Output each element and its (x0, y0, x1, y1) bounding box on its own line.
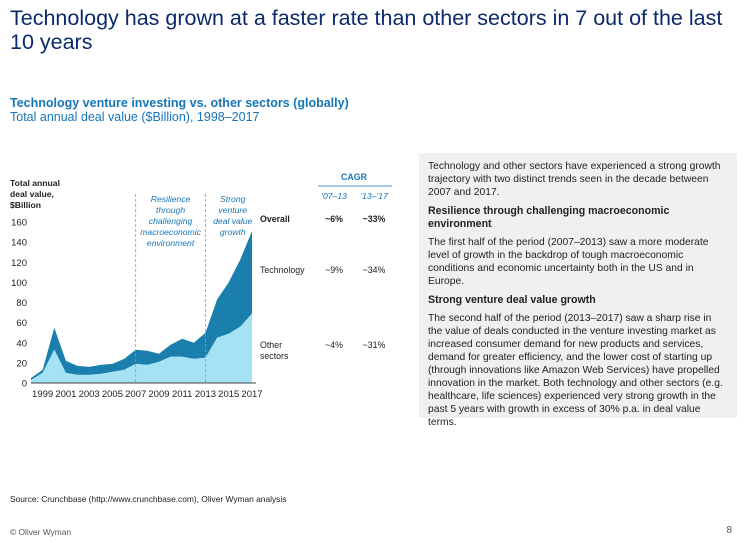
y-axis-title: $Billion (10, 200, 41, 210)
x-tick-label: 1999 (32, 389, 53, 400)
panel-section2-body: The second half of the period (2013–2017… (428, 313, 723, 428)
cagr-value: ~4% (325, 340, 343, 350)
period-label: deal value (213, 216, 252, 226)
period-label: challenging (149, 216, 193, 226)
chart-subheading: Total annual deal value ($Billion), 1998… (10, 110, 260, 124)
y-tick-label: 20 (16, 358, 27, 369)
technology-area (31, 231, 252, 380)
panel-section1-heading: Resilience through challenging macroecon… (428, 205, 670, 230)
panel-section2-heading: Strong venture deal value growth (428, 294, 596, 306)
period-label: macroeconomic (140, 227, 201, 237)
cagr-row-label: Technology (260, 265, 305, 275)
cagr-column-label: ’13–’17 (360, 191, 389, 201)
page-title: Technology has grown at a faster rate th… (10, 6, 723, 54)
period-label: Strong (220, 194, 246, 204)
x-tick-label: 2005 (102, 389, 123, 400)
x-tick-label: 2017 (241, 389, 262, 400)
period-label: through (156, 205, 185, 215)
y-axis-title: Total annual (10, 178, 60, 188)
commentary-panel: Technology and other sectors have experi… (419, 153, 737, 428)
cagr-header: CAGR (341, 172, 368, 182)
cagr-row-label: Other (260, 340, 282, 350)
cagr-value: ~34% (363, 265, 386, 275)
panel-section1-body: The first half of the period (2007–2013)… (428, 237, 709, 287)
y-tick-label: 100 (11, 278, 27, 289)
x-tick-label: 2007 (125, 389, 146, 400)
cagr-value: ~31% (363, 340, 386, 350)
cagr-value: ~33% (363, 214, 386, 224)
y-tick-label: 60 (16, 318, 27, 329)
y-tick-label: 140 (11, 238, 27, 249)
x-tick-label: 2015 (218, 389, 239, 400)
y-tick-label: 0 (22, 379, 27, 390)
page-number: 8 (726, 525, 732, 536)
period-label: venture (218, 205, 247, 215)
copyright: © Oliver Wyman (10, 527, 72, 537)
panel-intro: Technology and other sectors have experi… (428, 161, 721, 198)
cagr-row-label: Overall (260, 214, 290, 224)
period-label: environment (147, 238, 195, 248)
x-tick-label: 2011 (172, 389, 192, 400)
y-tick-label: 40 (16, 338, 27, 349)
x-tick-label: 2013 (195, 389, 216, 400)
y-tick-label: 120 (11, 258, 27, 269)
period-label: growth (220, 227, 246, 237)
cagr-value: ~9% (325, 265, 343, 275)
y-tick-label: 160 (11, 218, 27, 229)
x-tick-label: 2009 (148, 389, 169, 400)
source-note: Source: Crunchbase (http://www.crunchbas… (10, 494, 287, 504)
period-label: Resilience (151, 194, 191, 204)
y-axis-title: deal value, (10, 189, 54, 199)
cagr-row-label: sectors (260, 351, 289, 361)
y-tick-label: 80 (16, 298, 27, 309)
x-tick-label: 2003 (79, 389, 100, 400)
cagr-value: ~6% (325, 214, 343, 224)
x-tick-label: 2001 (55, 389, 76, 400)
cagr-column-label: ’07–13 (321, 191, 347, 201)
chart-heading: Technology venture investing vs. other s… (10, 96, 349, 110)
other-sectors-area (31, 313, 252, 383)
